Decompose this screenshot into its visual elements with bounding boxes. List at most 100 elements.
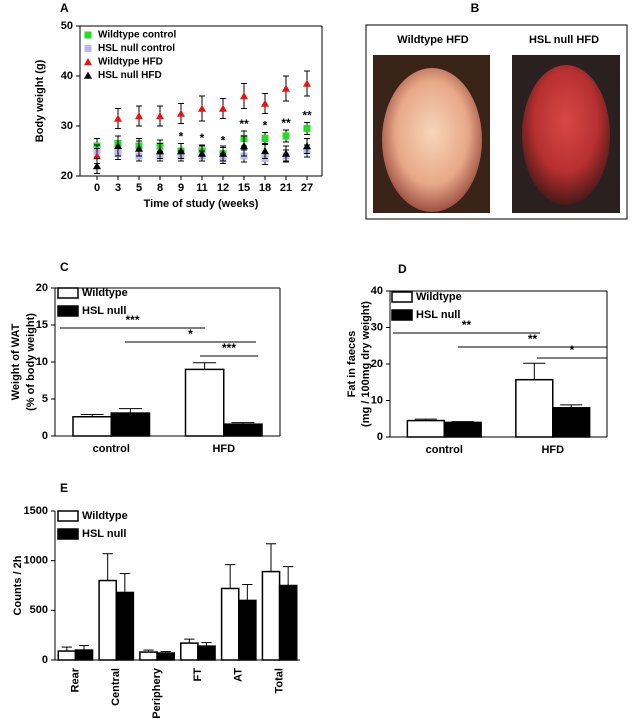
marker: [177, 147, 185, 155]
bar: [406, 419, 445, 438]
y-tick-label: 0: [377, 431, 383, 443]
significance-label: ***: [222, 341, 236, 355]
bar: [72, 416, 112, 437]
y-tick-label: 0: [42, 430, 48, 442]
marker: [198, 149, 206, 157]
legend-swatch: [57, 510, 79, 522]
marker: [156, 112, 164, 120]
x-tick-label: 27: [301, 182, 313, 194]
y-tick-label: 40: [371, 285, 383, 297]
legend-swatch: [391, 291, 413, 303]
bar: [184, 368, 225, 437]
significance-label: *: [221, 134, 226, 148]
x-tick-label: 8: [157, 182, 163, 194]
x-tick-label: 3: [115, 182, 121, 194]
marker: [282, 132, 290, 140]
significance-label: **: [281, 116, 291, 130]
x-axis-label: Time of study (weeks): [144, 198, 259, 210]
x-tick-label: 5: [136, 182, 142, 194]
x-tick-label: 15: [238, 182, 250, 194]
x-tick-label: control: [426, 444, 463, 456]
bar: [110, 412, 151, 437]
x-tick-label: 18: [259, 182, 271, 194]
legend-label: HSL null: [82, 305, 126, 317]
legend-label: Wildtype: [82, 510, 128, 522]
legend-marker: [84, 31, 92, 39]
y-tick-label: 0: [42, 654, 48, 666]
marker: [303, 142, 311, 150]
bar: [197, 645, 216, 661]
significance-label: **: [239, 117, 249, 131]
y-tick-label: 50: [61, 20, 73, 32]
y-tick-label: 20: [371, 358, 383, 370]
legend-swatch: [391, 309, 413, 321]
bar: [220, 587, 240, 661]
legend-label: Wildtype: [416, 291, 462, 303]
y-axis-label: Fat in faeces: [346, 331, 358, 398]
marker: [114, 142, 122, 150]
bar: [515, 378, 554, 438]
y-axis-label: Body weight (g): [34, 59, 46, 142]
bar: [74, 649, 94, 661]
marker: [282, 84, 290, 92]
y-tick-label: 40: [61, 70, 73, 82]
x-tick-label: HFD: [212, 443, 235, 455]
y-tick-label: 30: [371, 321, 383, 333]
bar: [98, 579, 117, 661]
y-tick-label: 20: [61, 170, 73, 182]
marker: [219, 104, 227, 112]
marker: [240, 142, 248, 150]
legend-label: Wildtype control: [98, 30, 176, 41]
y-tick-label: 30: [61, 120, 73, 132]
marker: [93, 152, 101, 160]
legend-swatch: [57, 287, 79, 299]
significance-label: **: [302, 109, 312, 123]
y-tick-label: 1500: [24, 505, 48, 517]
panel-label: D: [398, 262, 407, 276]
y-tick-label: 1000: [24, 555, 48, 567]
significance-label: **: [462, 318, 472, 332]
legend-label: HSL null: [416, 309, 460, 321]
marker: [303, 125, 311, 132]
significance-label: *: [570, 343, 575, 357]
significance-label: *: [200, 131, 205, 145]
marker: [156, 147, 164, 155]
legend-swatch: [57, 305, 79, 317]
x-tick-label: AT: [233, 668, 245, 682]
legend-label: HSL null control: [98, 43, 175, 54]
bar: [156, 652, 175, 661]
bar: [115, 591, 135, 661]
panel-label: A: [60, 1, 69, 15]
legend-label: HSL null HFD: [98, 70, 162, 81]
panel-label: B: [471, 1, 480, 15]
bar: [57, 650, 77, 661]
significance-label: *: [179, 130, 184, 144]
y-tick-label: 20: [36, 282, 48, 294]
marker: [261, 135, 269, 142]
y-axis-label: Counts / 2h: [12, 555, 24, 615]
marker: [93, 162, 101, 170]
y-tick-label: 500: [30, 604, 48, 616]
significance-label: *: [263, 119, 268, 133]
legend-label: Wildtype: [82, 287, 128, 299]
marker: [261, 147, 269, 155]
legend-marker: [84, 58, 92, 66]
marker: [135, 144, 143, 152]
x-tick-label: HFD: [541, 444, 564, 456]
x-tick-label: 0: [94, 182, 100, 194]
y-axis-label: (% of body weight): [25, 313, 37, 411]
y-axis-label: (mg / 100mg dry weight): [360, 301, 372, 427]
x-tick-label: FT: [192, 668, 204, 682]
x-tick-label: 11: [196, 182, 208, 194]
marker: [114, 114, 122, 122]
legend-label: HSL null: [82, 528, 126, 540]
y-axis-label: Weight of WAT: [10, 323, 22, 400]
legend-marker: [84, 71, 92, 79]
marker: [135, 112, 143, 120]
legend-swatch: [57, 528, 79, 540]
x-tick-label: Total: [273, 668, 285, 693]
legend-label: Wildtype HFD: [98, 57, 163, 68]
y-tick-label: 10: [36, 356, 48, 368]
marker: [198, 104, 206, 112]
